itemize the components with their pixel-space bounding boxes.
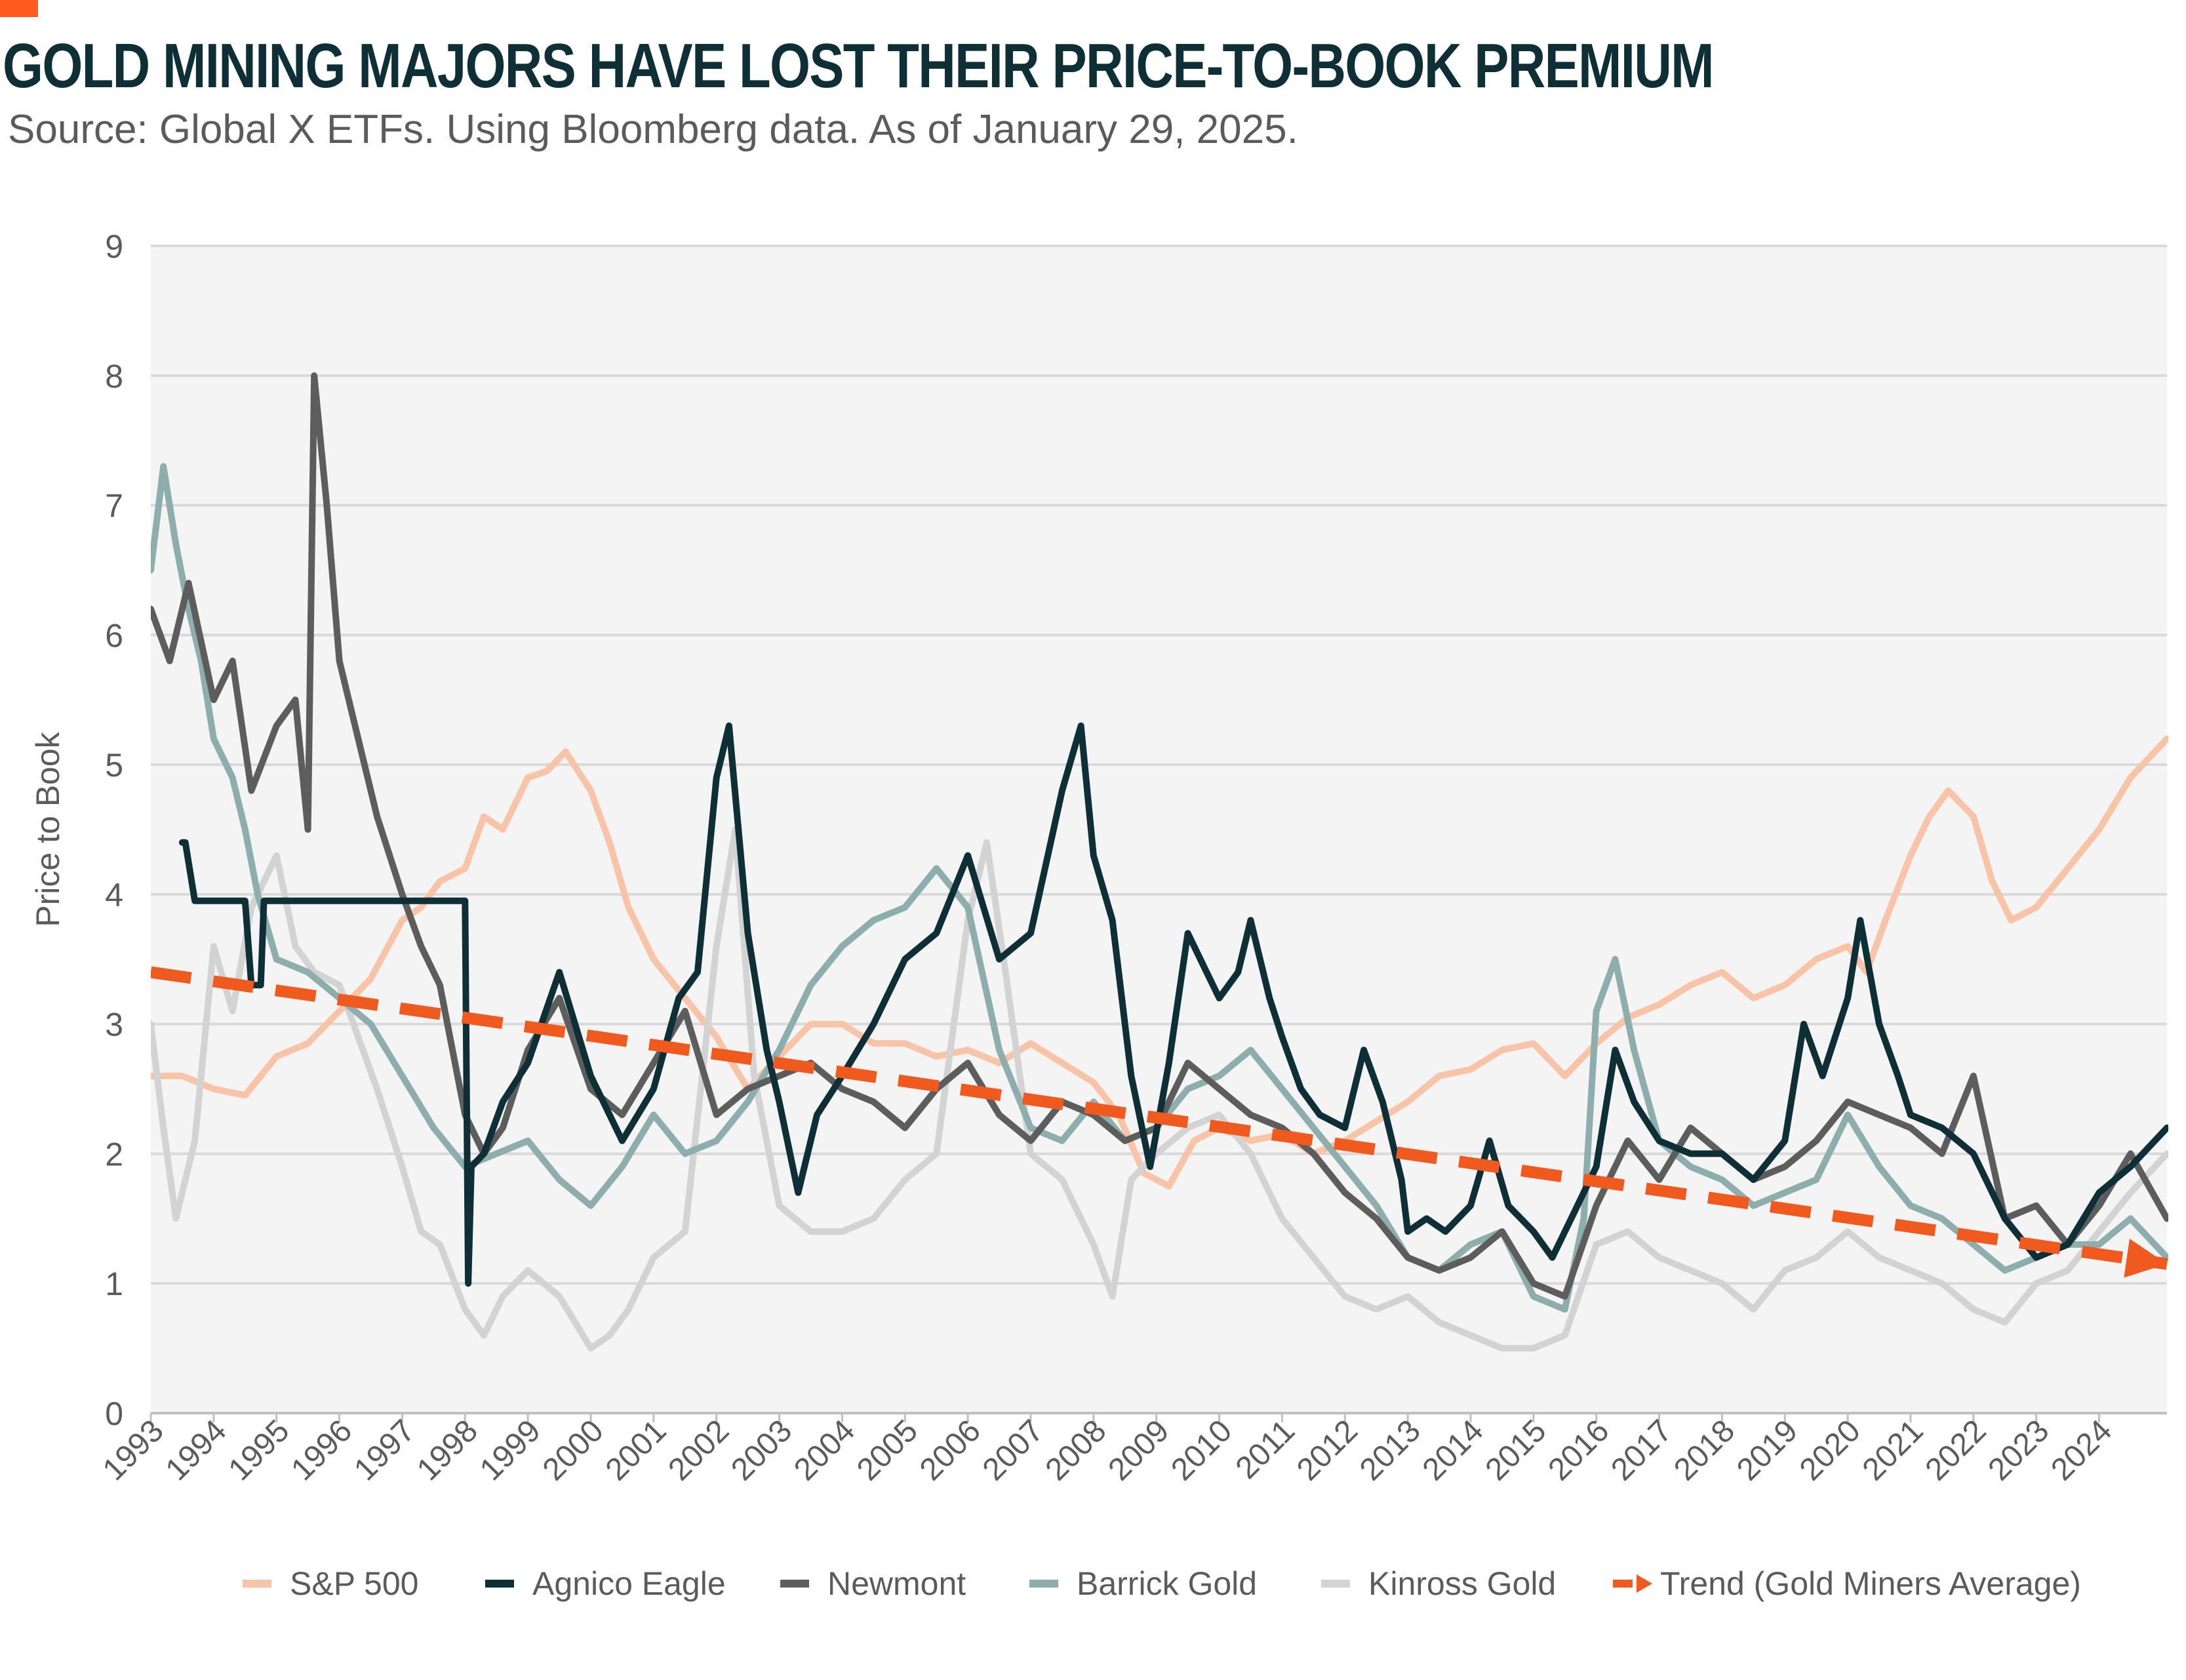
series-line-barrick-gold bbox=[151, 463, 2168, 1313]
y-tick-label: 4 bbox=[105, 877, 123, 913]
x-tick-label: 2007 bbox=[976, 1413, 1050, 1487]
legend-label: Barrick Gold bbox=[1077, 1565, 1257, 1602]
y-tick-label: 3 bbox=[105, 1007, 123, 1043]
x-tick-label: 2009 bbox=[1102, 1413, 1176, 1487]
legend-label: S&P 500 bbox=[290, 1565, 418, 1602]
x-tick-label: 2010 bbox=[1164, 1413, 1239, 1487]
x-tick-label: 2004 bbox=[787, 1413, 862, 1487]
chart-title: GOLD MINING MAJORS HAVE LOST THEIR PRICE… bbox=[3, 31, 1715, 101]
x-tick-label: 2021 bbox=[1856, 1413, 1930, 1487]
x-tick-label: 2008 bbox=[1039, 1413, 1113, 1487]
x-tick-label: 1996 bbox=[285, 1413, 359, 1487]
series-line-trend-gold-miners-average bbox=[151, 966, 2168, 1270]
chart-subtitle: Source: Global X ETFs. Using Bloomberg d… bbox=[8, 107, 1298, 152]
y-tick-label: 6 bbox=[105, 617, 123, 654]
y-tick-label: 0 bbox=[105, 1395, 123, 1432]
x-tick-label: 2015 bbox=[1479, 1413, 1553, 1487]
x-tick-label: 2006 bbox=[913, 1413, 987, 1487]
x-tick-label: 2022 bbox=[1919, 1413, 1993, 1487]
x-tick-label: 1997 bbox=[348, 1413, 422, 1487]
y-tick-label: 8 bbox=[105, 358, 123, 395]
x-tick-label: 2018 bbox=[1667, 1413, 1741, 1487]
y-tick-label: 2 bbox=[105, 1136, 123, 1172]
legend-item-kinross-gold: Kinross Gold bbox=[1321, 1565, 1556, 1602]
legend-label: Trend (Gold Miners Average) bbox=[1660, 1565, 2081, 1602]
legend-label: Newmont bbox=[827, 1565, 966, 1602]
legend-item-barrick-gold: Barrick Gold bbox=[1029, 1565, 1257, 1602]
legend-item-agnico-eagle: Agnico Eagle bbox=[485, 1565, 726, 1602]
x-axis: 1993199419951996199719981999200020012002… bbox=[96, 1413, 2118, 1487]
x-tick-label: 1998 bbox=[410, 1413, 485, 1487]
plot-area bbox=[151, 246, 2167, 1413]
x-tick-label: 1995 bbox=[222, 1413, 296, 1487]
legend-label: Kinross Gold bbox=[1368, 1565, 1556, 1602]
x-tick-label: 2024 bbox=[2044, 1413, 2118, 1487]
x-tick-label: 2002 bbox=[662, 1413, 736, 1487]
series-line-kinross-gold bbox=[151, 826, 2168, 1352]
x-tick-label: 2013 bbox=[1353, 1413, 1427, 1487]
x-tick-label: 2019 bbox=[1730, 1413, 1804, 1487]
series-line-newmont bbox=[151, 372, 2168, 1300]
legend-arrow-icon bbox=[1637, 1574, 1652, 1593]
x-tick-label: 2012 bbox=[1290, 1413, 1364, 1487]
x-tick-label: 2001 bbox=[599, 1413, 673, 1487]
series-line-agnico-eagle bbox=[178, 722, 2168, 1287]
trend-arrowhead bbox=[2124, 1238, 2167, 1278]
accent-tab bbox=[0, 0, 38, 17]
x-tick-label: 2003 bbox=[725, 1413, 799, 1487]
legend-item-s-p-500: S&P 500 bbox=[243, 1565, 418, 1602]
x-tick-label: 2005 bbox=[850, 1413, 924, 1487]
y-tick-label: 1 bbox=[105, 1266, 123, 1302]
legend-item-trend-gold-miners-average: Trend (Gold Miners Average) bbox=[1613, 1565, 2081, 1602]
y-tick-label: 5 bbox=[105, 747, 123, 784]
x-tick-label: 2023 bbox=[1981, 1413, 2056, 1487]
x-tick-label: 2014 bbox=[1416, 1413, 1490, 1487]
x-tick-label: 2020 bbox=[1793, 1413, 1867, 1487]
x-tick-label: 2000 bbox=[536, 1413, 610, 1487]
x-tick-label: 2011 bbox=[1229, 1413, 1302, 1485]
y-tick-label: 7 bbox=[105, 488, 123, 525]
y-tick-label: 9 bbox=[105, 228, 123, 265]
series-layer bbox=[151, 372, 2168, 1352]
y-axis: 0 1 2 3 4 5 6 7 8 9 bbox=[105, 228, 123, 1432]
x-tick-label: 2016 bbox=[1541, 1413, 1616, 1487]
x-tick-label: 2017 bbox=[1604, 1413, 1679, 1487]
y-axis-label: Price to Book bbox=[30, 731, 66, 927]
x-tick-label: 1999 bbox=[473, 1413, 547, 1487]
x-tick-label: 1994 bbox=[159, 1413, 233, 1487]
legend: S&P 500 Agnico Eagle Newmont Barrick Gold Ki… bbox=[243, 1565, 2081, 1602]
legend-item-newmont: Newmont bbox=[780, 1565, 966, 1602]
legend-label: Agnico Eagle bbox=[532, 1565, 726, 1602]
